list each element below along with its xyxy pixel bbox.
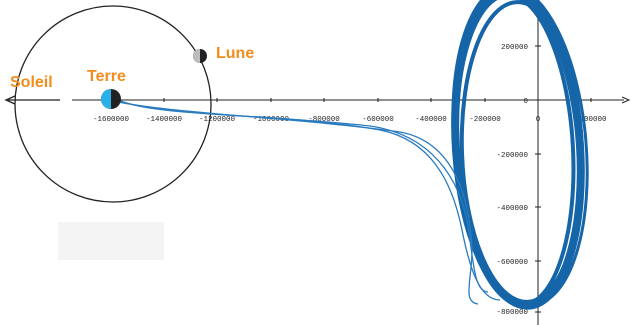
- y-tick-label: 200000: [501, 44, 529, 52]
- x-tick-label: -200000: [469, 116, 501, 124]
- moon-label: Lune: [216, 45, 254, 62]
- x-tick-label: -600000: [362, 116, 394, 124]
- y-tick-label: -400000: [496, 205, 528, 213]
- blank-box: [58, 222, 164, 260]
- x-tick-label: -1200000: [199, 116, 236, 124]
- x-tick-label: -1600000: [93, 116, 130, 124]
- earth-label: Terre: [87, 68, 126, 85]
- earth-icon: [101, 89, 121, 109]
- y-tick-label: -800000: [496, 309, 528, 317]
- elliptical-orbit-band: [451, 0, 589, 310]
- x-tick-label: -800000: [308, 116, 340, 124]
- x-tick-label: 0: [536, 116, 541, 124]
- transfer-trajectory: [117, 99, 501, 305]
- x-tick-label: -1000000: [253, 116, 290, 124]
- x-axis-arrow: [621, 96, 631, 104]
- y-tick-label: -600000: [496, 259, 528, 267]
- x-tick-label: -400000: [415, 116, 447, 124]
- x-tick-label: -1400000: [146, 116, 183, 124]
- arrow-left-icon: [4, 95, 60, 105]
- moon-icon: [193, 49, 207, 63]
- y-tick-label: -200000: [496, 152, 528, 160]
- y-tick-marks: [535, 45, 541, 313]
- sun-label: Soleil: [10, 74, 53, 91]
- x-tick-label: 200000: [579, 116, 607, 124]
- y-tick-label: 0: [523, 98, 528, 106]
